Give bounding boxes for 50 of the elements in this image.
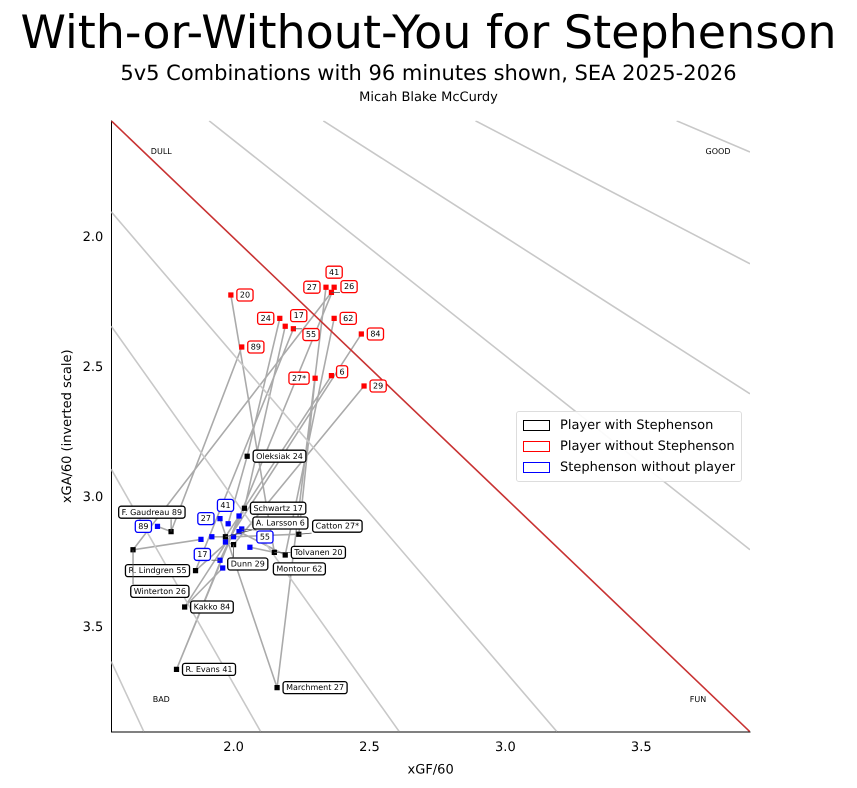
annotation: 27* [292,374,306,383]
annotation: 55 [306,330,316,340]
annotation: 26 [344,282,354,292]
legend-label: Stephenson without player [560,460,736,475]
y-tick-label: 2.0 [82,230,104,246]
annotation: DULL [150,146,172,156]
annotation: 62 [343,314,354,323]
y-tick-label: 3.5 [82,620,104,636]
annotation: 27 [306,282,317,292]
annotation: Kakko 84 [194,602,230,612]
annotation: Tolvanen 20 [293,548,342,557]
annotation: 41 [329,268,340,277]
annotation: 17 [294,311,304,320]
annotation: R. Evans 41 [186,664,233,674]
annotation: BAD [152,694,170,704]
annotation: GOOD [706,146,730,156]
annotation: 6 [340,367,345,376]
annotation: 55 [260,532,270,542]
legend-label: Player with Stephenson [560,418,714,433]
legend-label: Player without Stephenson [560,438,735,454]
annotation: Winterton 26 [134,586,186,596]
chart-title: With-or-Without-You for Stephenson [19,4,838,60]
annotation: 89 [250,342,261,352]
annotation: 89 [138,522,148,531]
x-tick-label: 3.0 [495,740,516,755]
annotation: 20 [240,290,250,300]
annotation: Schwartz 17 [253,504,303,513]
annotation: 41 [220,500,231,510]
annotation: A. Larsson 6 [256,518,305,528]
annotation: Catton 27* [316,522,360,531]
annotation: Marchment 27 [286,683,344,692]
annotation: 27 [200,514,211,524]
annotation: 24 [260,314,271,323]
annotation: Oleksiak 24 [256,452,303,461]
text: Micah Blake McCurdy [358,90,499,106]
annotation: 29 [373,382,384,391]
annotation: F. Gaudreau 89 [122,508,182,517]
annotation: Dunn 29 [230,560,265,569]
x-tick-label: 3.5 [630,740,652,755]
annotation: 84 [370,330,381,339]
x-axis-title: xGF/60 [408,762,454,778]
y-tick-label: 3.0 [82,490,104,506]
y-axis-title: xGA/60 (inverted scale) [60,349,76,504]
chart-subtitle: 5v5 Combinations with 96 minutes shown, SEA 2025-2026 [119,60,738,86]
x-tick-label: 2.5 [359,740,380,755]
annotation: 17 [197,550,208,560]
annotation: Montour 62 [276,564,322,574]
y-tick-label: 2.5 [82,360,104,376]
annotation: FUN [690,694,706,704]
x-tick-label: 2.0 [223,740,244,755]
